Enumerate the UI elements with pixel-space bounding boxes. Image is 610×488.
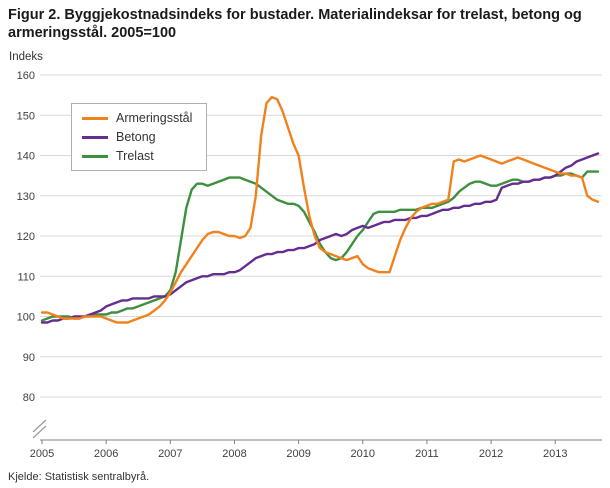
x-tick-label-2007: 2007 xyxy=(158,448,182,460)
legend-label: Betong xyxy=(116,130,156,144)
legend-item-trelast: Trelast xyxy=(82,149,192,163)
x-tick-label-2012: 2012 xyxy=(479,448,503,460)
y-tick-label-130: 130 xyxy=(17,191,35,203)
legend-item-betong: Betong xyxy=(82,130,192,144)
legend-label: Armeringsstål xyxy=(116,111,193,125)
chart-legend: Armeringsstål Betong Trelast xyxy=(71,103,208,171)
x-tick-label-2006: 2006 xyxy=(94,448,118,460)
series-line-betong xyxy=(40,152,600,324)
series-line-trelast xyxy=(40,170,600,322)
y-tick-label-160: 160 xyxy=(17,70,35,82)
x-tick-label-2009: 2009 xyxy=(286,448,310,460)
x-tick-label-2010: 2010 xyxy=(351,448,375,460)
x-tick-label-2005: 2005 xyxy=(30,448,54,460)
legend-swatch-betong xyxy=(82,135,108,139)
legend-swatch-armeringsstål xyxy=(82,116,108,120)
y-axis-title: Indeks xyxy=(9,51,43,63)
figure-title: Figur 2. Byggjekostnadsindeks for bustad… xyxy=(8,7,582,42)
y-tick-label-140: 140 xyxy=(17,151,35,163)
y-tick-label-80: 80 xyxy=(23,392,35,404)
y-tick-label-90: 90 xyxy=(23,352,35,364)
series-line-armeringsstål xyxy=(40,95,600,324)
y-tick-label-120: 120 xyxy=(17,231,35,243)
y-tick-label-100: 100 xyxy=(17,312,35,324)
x-tick-label-2011: 2011 xyxy=(415,448,439,460)
x-tick-label-2008: 2008 xyxy=(222,448,246,460)
axis-break-line-1 xyxy=(32,419,47,433)
legend-item-armeringsstål: Armeringsstål xyxy=(82,111,192,125)
source-note: Kjelde: Statistisk sentralbyrå. xyxy=(8,471,150,483)
x-tick-label-2013: 2013 xyxy=(543,448,567,460)
legend-label: Trelast xyxy=(116,149,154,163)
axis-break-mask xyxy=(33,420,46,438)
axis-break-line-2 xyxy=(32,425,47,439)
y-tick-label-110: 110 xyxy=(17,271,35,283)
legend-swatch-trelast xyxy=(82,154,108,158)
y-tick-label-150: 150 xyxy=(17,110,35,122)
